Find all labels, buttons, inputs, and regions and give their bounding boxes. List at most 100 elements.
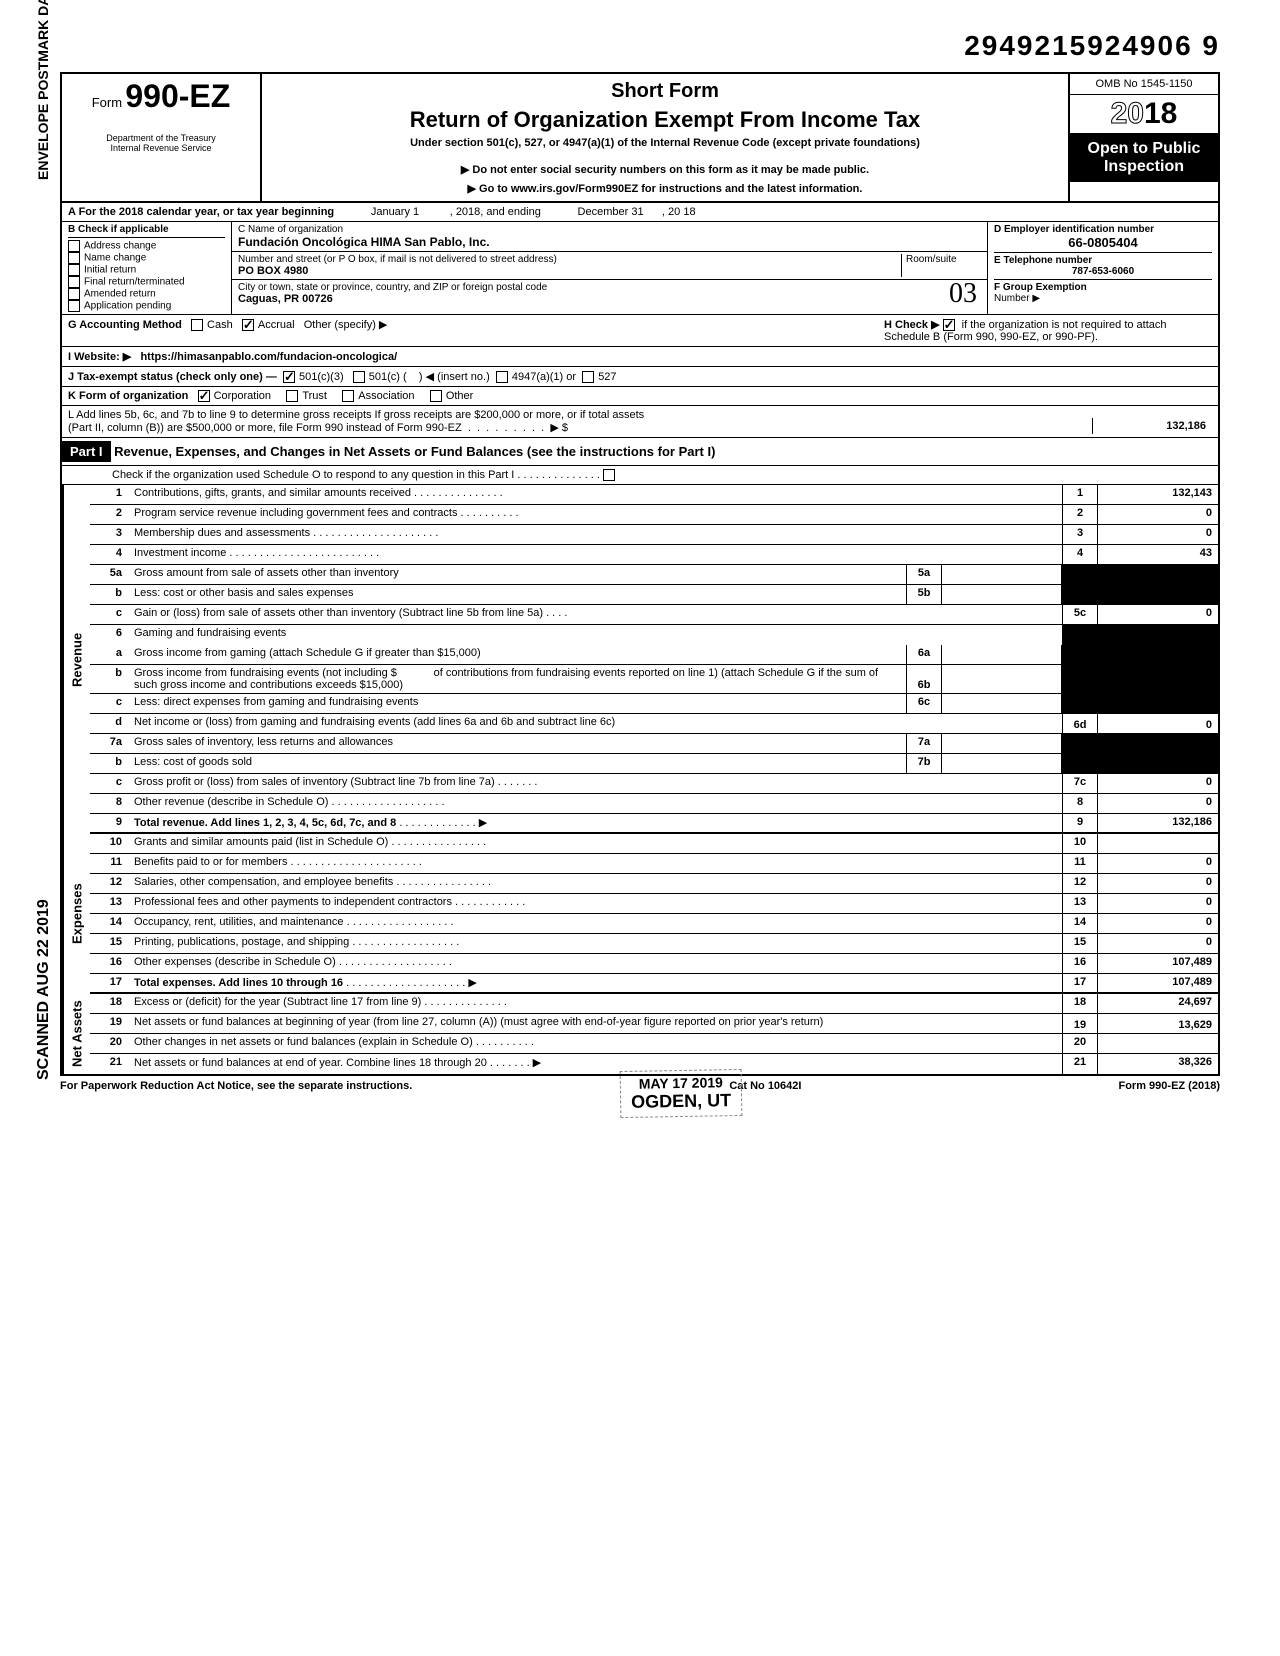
ln5a-mval — [942, 565, 1062, 584]
lbl-phone: E Telephone number — [994, 255, 1212, 266]
ssn-note: ▶ Do not enter social security numbers o… — [268, 163, 1062, 176]
ln17-rnum: 17 — [1062, 974, 1098, 992]
title-center: Short Form Return of Organization Exempt… — [262, 74, 1068, 201]
line-5c: cGain or (loss) from sale of assets othe… — [90, 605, 1218, 625]
line-8: 8Other revenue (describe in Schedule O) … — [90, 794, 1218, 814]
lbl-form-org: K Form of organization — [68, 390, 188, 402]
ln6c-mval — [942, 694, 1062, 713]
row-i-wrap: I Website: ▶ https://himasanpablo.com/fu… — [62, 347, 1218, 367]
cb-4947[interactable] — [496, 371, 508, 383]
ln6a-mnum: 6a — [906, 645, 942, 664]
lbl-other-org: Other — [446, 390, 474, 402]
ln5a-vblk — [1098, 565, 1218, 584]
cb-address-change[interactable]: Address change — [68, 240, 225, 252]
ln5b-mval — [942, 585, 1062, 604]
cb-amended[interactable]: Amended return — [68, 288, 225, 300]
ln17-num: 17 — [90, 974, 130, 992]
lbl-website: I Website: ▶ — [68, 351, 131, 363]
cb-schedule-o[interactable] — [603, 469, 615, 481]
address-row: Number and street (or P O box, if mail i… — [232, 252, 987, 280]
row-j: J Tax-exempt status (check only one) — 5… — [62, 367, 1218, 387]
val-ein: 66-0805404 — [994, 235, 1212, 250]
ln6b-num: b — [90, 665, 130, 693]
ln9-num: 9 — [90, 814, 130, 832]
ln19-val: 13,629 — [1098, 1014, 1218, 1033]
ln7a-mval — [942, 734, 1062, 753]
cb-assoc[interactable] — [342, 390, 354, 402]
cb-501c3[interactable] — [283, 371, 295, 383]
lbl-org-name: C Name of organization — [238, 224, 981, 235]
row-h-cont — [878, 347, 1218, 366]
ln18-val: 24,697 — [1098, 994, 1218, 1013]
ln6d-desc: Net income or (loss) from gaming and fun… — [130, 714, 1062, 733]
lbl-527: 527 — [598, 371, 616, 383]
cb-name-change[interactable]: Name change — [68, 252, 225, 264]
ln6a-num: a — [90, 645, 130, 664]
ln6a-rblk — [1062, 645, 1098, 664]
cb-schedule-b[interactable] — [943, 319, 955, 331]
line-18: 18Excess or (deficit) for the year (Subt… — [90, 994, 1218, 1014]
row-l: L Add lines 5b, 6c, and 7b to line 9 to … — [62, 406, 1218, 438]
section-b: B Check if applicable Address change Nam… — [62, 222, 232, 314]
cb-trust[interactable] — [286, 390, 298, 402]
ln5b-rblk — [1062, 585, 1098, 604]
ln5c-rnum: 5c — [1062, 605, 1098, 624]
cb-initial-return[interactable]: Initial return — [68, 264, 225, 276]
ln9-desc: Total revenue. Add lines 1, 2, 3, 4, 5c,… — [130, 814, 1062, 832]
ln7a-vblk — [1098, 734, 1218, 753]
ln2-desc: Program service revenue including govern… — [130, 505, 1062, 524]
lbl-501c: 501(c) ( — [369, 371, 407, 383]
section-f: F Group Exemption Number ▶ — [994, 280, 1212, 306]
handwritten-03: 03 — [949, 278, 977, 310]
ln6c-vblk — [1098, 694, 1218, 713]
ln11-num: 11 — [90, 854, 130, 873]
cb-final-return[interactable]: Final return/terminated — [68, 276, 225, 288]
line-19: 19Net assets or fund balances at beginni… — [90, 1014, 1218, 1034]
row-l-line1: L Add lines 5b, 6c, and 7b to line 9 to … — [68, 409, 1092, 421]
ln7b-rblk — [1062, 754, 1098, 773]
ln8-desc: Other revenue (describe in Schedule O) .… — [130, 794, 1062, 813]
cb-other-org[interactable] — [430, 390, 442, 402]
ln19-rnum: 19 — [1062, 1014, 1098, 1033]
line-17: 17Total expenses. Add lines 10 through 1… — [90, 974, 1218, 994]
ln5b-mnum: 5b — [906, 585, 942, 604]
ln6b-mnum: 6b — [906, 665, 942, 693]
cb-527[interactable] — [582, 371, 594, 383]
ln6d-rnum: 6d — [1062, 714, 1098, 733]
ln16-desc: Other expenses (describe in Schedule O) … — [130, 954, 1062, 973]
ln6a-desc: Gross income from gaming (attach Schedul… — [130, 645, 906, 664]
section-e: E Telephone number 787-653-6060 — [994, 253, 1212, 280]
line-14: 14Occupancy, rent, utilities, and mainte… — [90, 914, 1218, 934]
ln6-vblk — [1098, 625, 1218, 645]
line-6a: aGross income from gaming (attach Schedu… — [90, 645, 1218, 665]
ln5b-num: b — [90, 585, 130, 604]
ln7a-num: 7a — [90, 734, 130, 753]
short-form-title: Short Form — [268, 80, 1062, 103]
line-13: 13Professional fees and other payments t… — [90, 894, 1218, 914]
row-l-value: 132,186 — [1092, 418, 1212, 434]
ln6b-rblk — [1062, 665, 1098, 693]
cb-corp[interactable] — [198, 390, 210, 402]
revenue-section: Revenue 1Contributions, gifts, grants, a… — [62, 485, 1218, 834]
ln17-val: 107,489 — [1098, 974, 1218, 992]
section-d-e-f: D Employer identification number 66-0805… — [988, 222, 1218, 314]
ln9-rnum: 9 — [1062, 814, 1098, 832]
ln6a-vblk — [1098, 645, 1218, 664]
ln7a-mnum: 7a — [906, 734, 942, 753]
row-a-suffix: , 20 18 — [662, 206, 696, 218]
expenses-section: Expenses 10Grants and similar amounts pa… — [62, 834, 1218, 994]
ln5c-num: c — [90, 605, 130, 624]
section-c: C Name of organization Fundación Oncológ… — [232, 222, 988, 314]
row-a-mid: , 2018, and ending — [450, 206, 541, 218]
cb-cash[interactable] — [191, 319, 203, 331]
lbl-h-check: H Check ▶ — [884, 319, 940, 331]
cb-app-pending[interactable]: Application pending — [68, 300, 225, 312]
ln6b-mval — [942, 665, 1062, 693]
cb-accrual[interactable] — [242, 319, 254, 331]
ln8-rnum: 8 — [1062, 794, 1098, 813]
ln2-val: 0 — [1098, 505, 1218, 524]
cb-501c[interactable] — [353, 371, 365, 383]
ln2-num: 2 — [90, 505, 130, 524]
ln6c-mnum: 6c — [906, 694, 942, 713]
footer-left: For Paperwork Reduction Act Notice, see … — [60, 1080, 412, 1092]
